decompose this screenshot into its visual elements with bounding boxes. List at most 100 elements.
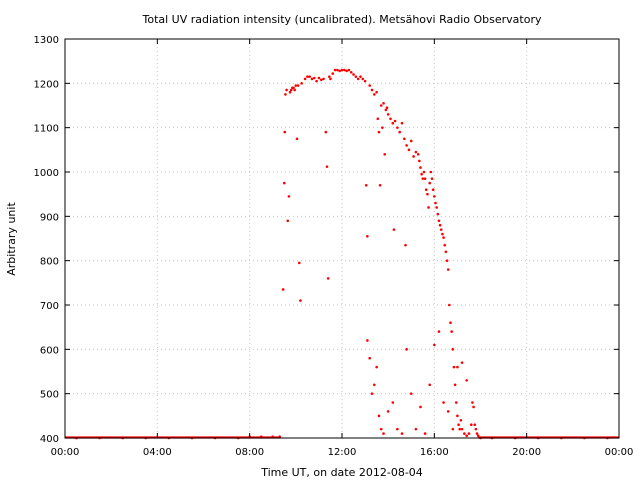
x-tick-label: 20:00 xyxy=(512,447,541,458)
data-point xyxy=(359,75,362,78)
y-tick-label: 700 xyxy=(40,301,59,312)
y-tick-label: 800 xyxy=(40,257,59,268)
data-point xyxy=(424,188,428,192)
data-point xyxy=(370,392,374,395)
data-point xyxy=(391,121,395,125)
data-point xyxy=(451,427,455,431)
data-point xyxy=(349,70,353,74)
data-point xyxy=(419,405,422,409)
data-point xyxy=(329,77,332,81)
data-point xyxy=(361,77,365,81)
x-axis-label: Time UT, on date 2012-08-04 xyxy=(260,466,423,479)
data-point xyxy=(289,88,293,92)
data-point xyxy=(443,243,447,247)
data-point xyxy=(306,75,309,78)
data-point xyxy=(331,72,335,75)
data-point xyxy=(328,75,331,78)
data-point xyxy=(456,365,459,369)
data-point xyxy=(433,195,436,198)
data-point xyxy=(423,177,427,180)
data-point xyxy=(472,405,475,409)
data-point xyxy=(366,339,369,342)
data-point xyxy=(377,130,381,134)
y-tick-label: 900 xyxy=(40,212,59,223)
data-point xyxy=(347,68,351,72)
data-point xyxy=(435,206,438,209)
data-point xyxy=(392,228,396,231)
x-tick-label: 08:00 xyxy=(235,447,264,458)
data-point xyxy=(400,121,404,125)
data-point xyxy=(405,348,408,351)
data-point xyxy=(471,401,474,404)
data-point xyxy=(295,137,299,141)
data-point xyxy=(313,76,316,80)
data-point xyxy=(381,126,384,129)
data-point xyxy=(438,223,442,227)
data-point xyxy=(403,137,406,141)
chart-title: Total UV radiation intensity (uncalibrat… xyxy=(142,13,542,26)
data-point xyxy=(473,423,477,427)
data-point xyxy=(364,184,368,187)
data-point xyxy=(446,410,450,413)
y-tick-label: 1200 xyxy=(34,79,59,90)
data-point xyxy=(315,79,318,83)
data-point xyxy=(419,166,422,169)
data-point xyxy=(458,427,462,431)
data-point xyxy=(427,206,430,209)
x-tick-label: 04:00 xyxy=(143,447,172,458)
y-tick-label: 1000 xyxy=(34,168,59,179)
data-point xyxy=(407,148,411,152)
data-point xyxy=(288,90,292,94)
data-point xyxy=(460,361,464,364)
data-point xyxy=(292,86,295,90)
data-point xyxy=(454,401,458,404)
data-point xyxy=(286,219,290,223)
data-point xyxy=(431,188,435,192)
data-point xyxy=(459,418,463,422)
x-tick-label: 00:00 xyxy=(51,447,80,458)
data-point xyxy=(428,181,432,185)
data-point xyxy=(474,427,478,431)
data-point xyxy=(284,93,287,96)
data-point xyxy=(373,93,376,96)
data-point xyxy=(319,78,323,82)
data-point xyxy=(352,73,355,76)
data-point xyxy=(396,126,399,129)
y-tick-label: 400 xyxy=(40,434,59,445)
data-point xyxy=(333,68,337,72)
grid-layer xyxy=(65,39,619,438)
data-point xyxy=(441,232,444,236)
data-point xyxy=(383,152,387,156)
data-point xyxy=(436,212,440,216)
data-point xyxy=(416,152,420,156)
data-point xyxy=(370,88,374,92)
x-tick-label: 16:00 xyxy=(420,447,449,458)
data-point xyxy=(421,177,425,180)
data-point xyxy=(382,432,385,435)
data-point xyxy=(444,250,448,254)
data-point xyxy=(296,84,300,87)
data-point xyxy=(287,195,291,198)
y-tick-label: 1300 xyxy=(34,35,59,46)
data-point xyxy=(446,268,450,271)
data-point xyxy=(283,130,287,134)
data-point xyxy=(442,236,445,239)
data-point xyxy=(439,228,443,231)
data-point xyxy=(428,383,432,387)
data-point xyxy=(300,82,303,85)
data-point xyxy=(420,172,423,176)
data-point xyxy=(445,259,449,262)
data-point xyxy=(460,427,464,431)
data-point xyxy=(437,219,441,223)
data-point xyxy=(414,427,418,431)
data-point xyxy=(345,69,348,73)
data-point xyxy=(437,330,441,333)
data-point xyxy=(409,139,413,143)
data-point xyxy=(336,68,339,72)
data-point xyxy=(409,392,413,395)
data-point xyxy=(325,165,329,168)
data-point xyxy=(382,101,385,105)
data-point xyxy=(317,76,321,80)
data-point xyxy=(422,170,426,174)
